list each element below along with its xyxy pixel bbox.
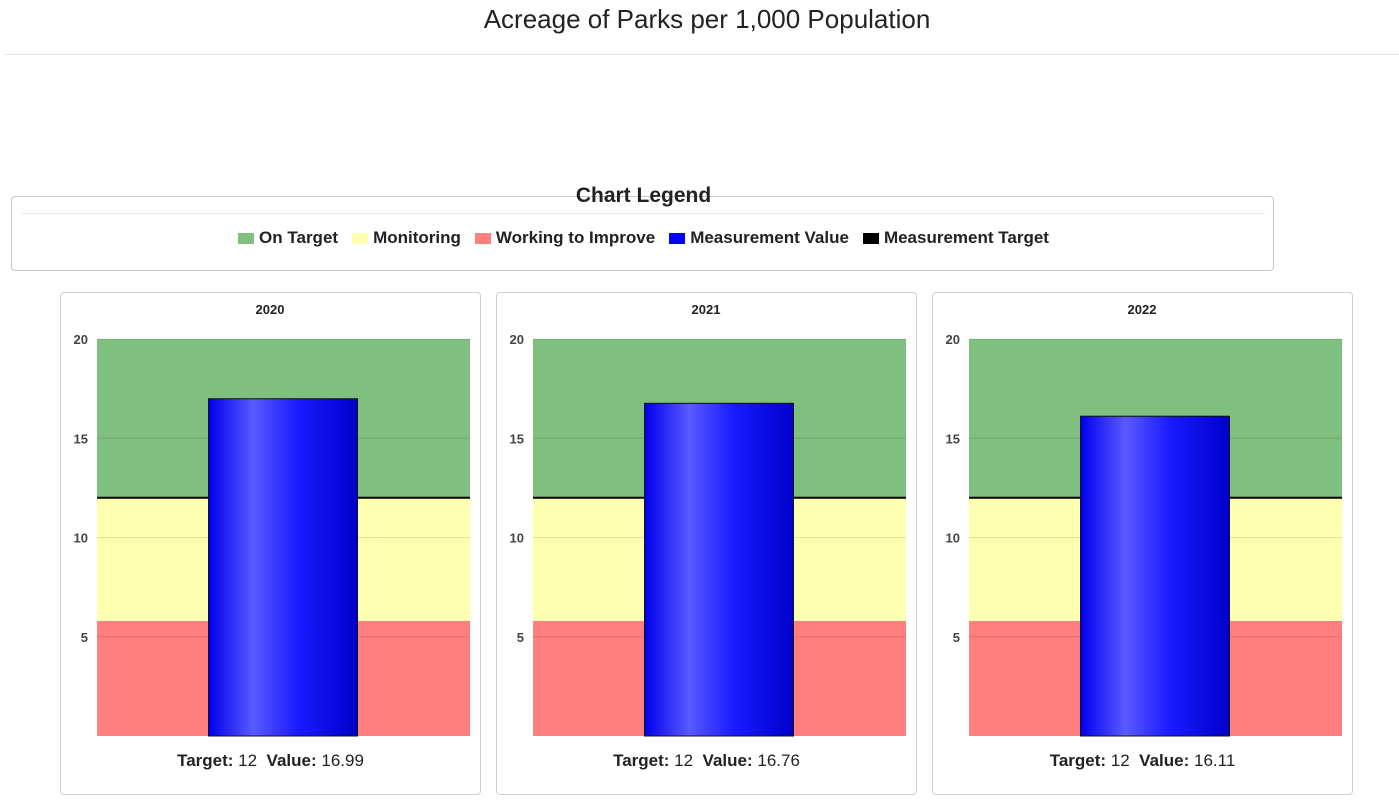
y-tick-label: 10 [510, 531, 524, 546]
y-tick-label: 15 [510, 431, 524, 446]
legend-label: On Target [259, 228, 339, 247]
measurement-value: 16.76 [757, 751, 800, 770]
legend-label: Monitoring [373, 228, 461, 247]
value-bar [1080, 415, 1230, 737]
chart-footer: Target: 12 Value: 16.99 [61, 751, 480, 771]
value-bar [208, 398, 358, 737]
legend-swatch-working-to-improve [474, 232, 491, 244]
legend-swatch-on-target [238, 232, 255, 244]
legend-divider [22, 213, 1265, 214]
chart-footer: Target: 12 Value: 16.11 [933, 751, 1352, 771]
chart-panel-0: 2020 5 10 15 20 Target: 12 Value: 16.99 [60, 292, 481, 795]
legend-title: Chart Legend [575, 184, 712, 207]
chart-svg: 2020 5 10 15 20 [74, 302, 470, 737]
y-tick-label: 5 [953, 630, 960, 645]
legend-label: Measurement Target [883, 228, 1049, 247]
measurement-value: 16.11 [1194, 751, 1236, 770]
legend-swatch-measurement-target [862, 232, 879, 244]
chart-legend: Chart Legend On Target Monitoring Workin… [11, 184, 1275, 271]
legend-item-on-target: On Target [238, 228, 338, 248]
chart-title: 2021 [692, 302, 721, 317]
chart-svg: 2022 5 10 15 20 [946, 302, 1342, 737]
legend-item-working-to-improve: Working to Improve [474, 228, 656, 248]
chart-footer: Target: 12 Value: 16.76 [497, 751, 916, 771]
target-value: 12 [238, 751, 258, 770]
y-tick-label: 5 [81, 630, 88, 645]
y-tick-label: 10 [74, 531, 88, 546]
value-label: Value: [702, 751, 753, 770]
legend-label: Measurement Value [690, 228, 849, 247]
target-label: Target: [1049, 751, 1107, 770]
chart-title: 2022 [1128, 302, 1157, 317]
value-label: Value: [266, 751, 317, 770]
chart-svg: 2021 5 10 15 20 [510, 302, 906, 737]
target-label: Target: [177, 751, 234, 770]
legend-swatch-monitoring [352, 232, 369, 244]
value-bar [644, 402, 794, 737]
chart-panel-2: 2022 5 10 15 20 Target: 12 Value: 16.11 [932, 292, 1353, 795]
chart-title: 2020 [256, 302, 285, 317]
y-tick-label: 15 [74, 431, 88, 446]
page-title: Acreage of Parks per 1,000 Population [483, 4, 931, 34]
y-tick-label: 20 [74, 332, 88, 347]
legend-items: On Target Monitoring Working to Improve … [12, 228, 1275, 248]
y-tick-label: 15 [946, 431, 960, 446]
legend-label: Working to Improve [495, 228, 656, 247]
measurement-value: 16.99 [321, 751, 364, 770]
title-divider [5, 54, 1399, 55]
chart-panel-1: 2021 5 10 15 20 Target: 12 Value: 16.76 [496, 292, 917, 795]
target-value: 12 [1110, 751, 1130, 770]
legend-item-measurement-target: Measurement Target [862, 228, 1049, 248]
legend-item-measurement-value: Measurement Value [669, 228, 849, 248]
legend-item-monitoring: Monitoring [352, 228, 461, 248]
y-tick-label: 10 [946, 531, 960, 546]
target-label: Target: [613, 751, 670, 770]
legend-swatch-measurement-value [669, 232, 686, 244]
y-tick-label: 5 [517, 630, 524, 645]
y-tick-label: 20 [510, 332, 524, 347]
y-tick-label: 20 [946, 332, 960, 347]
value-label: Value: [1139, 751, 1190, 770]
target-value: 12 [674, 751, 694, 770]
